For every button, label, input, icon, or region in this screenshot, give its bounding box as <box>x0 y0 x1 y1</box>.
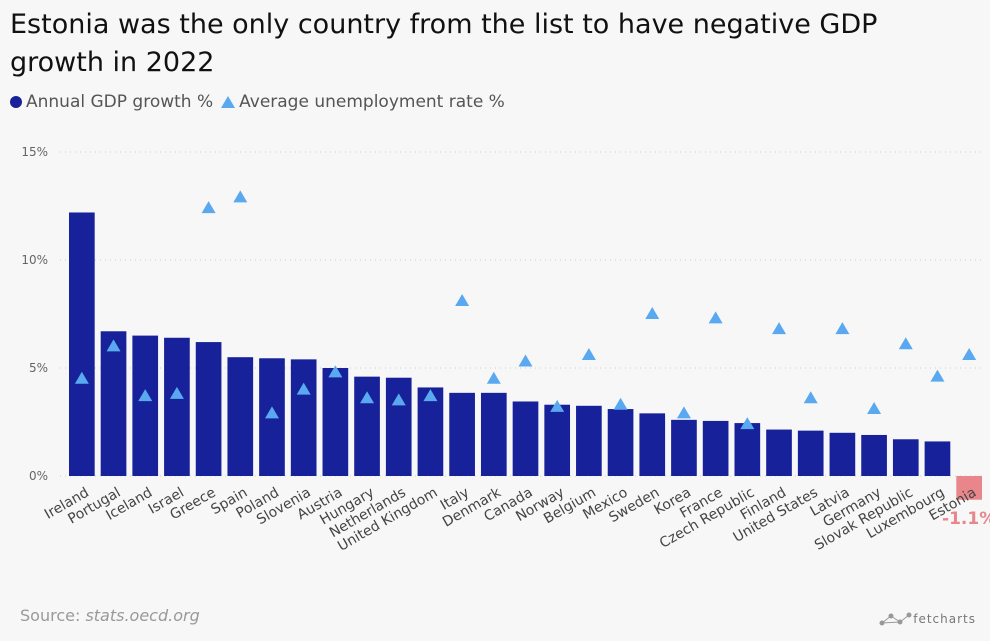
source-link[interactable]: stats.oecd.org <box>85 606 200 625</box>
gdp-bar[interactable] <box>956 476 982 500</box>
unemployment-marker <box>581 348 596 361</box>
gdp-bar[interactable] <box>797 430 824 476</box>
unemployment-marker <box>613 397 628 410</box>
unemployment-marker <box>676 406 691 419</box>
unemployment-marker <box>930 369 945 382</box>
gdp-bar[interactable] <box>417 387 444 476</box>
network-icon <box>879 612 912 626</box>
gdp-bar[interactable] <box>544 404 571 476</box>
unemployment-marker <box>645 307 660 319</box>
legend-label-unemployment: Average unemployment rate % <box>239 92 505 112</box>
unemployment-marker <box>201 201 216 214</box>
gdp-bar[interactable] <box>322 368 349 476</box>
chart-title: Estonia was the only country from the li… <box>10 9 878 78</box>
unemployment-marker <box>835 322 850 335</box>
unemployment-marker <box>518 354 533 367</box>
unemployment-marker <box>328 365 343 378</box>
unemployment-marker <box>486 371 501 384</box>
source-prefix: Source: <box>20 606 86 625</box>
gdp-bar[interactable] <box>639 413 666 476</box>
unemployment-marker <box>962 348 977 361</box>
gdp-bar[interactable] <box>69 212 95 477</box>
gdp-bar[interactable] <box>132 335 159 476</box>
gdp-bar[interactable] <box>449 392 475 476</box>
unemployment-marker <box>708 311 723 324</box>
gdp-bar[interactable] <box>385 377 412 476</box>
unemployment-marker <box>550 399 565 412</box>
gdp-bar[interactable] <box>924 441 951 476</box>
gdp-bar[interactable] <box>892 439 919 476</box>
gdp-bar[interactable] <box>829 432 856 476</box>
unemployment-marker <box>740 417 755 430</box>
unemployment-marker <box>360 391 375 404</box>
unemployment-marker <box>296 382 311 395</box>
unemployment-marker <box>423 389 438 402</box>
unemployment-marker <box>803 391 818 404</box>
triangle-marker-icon <box>221 96 236 108</box>
legend-item-gdp[interactable]: Annual GDP growth % <box>10 92 213 112</box>
legend-item-unemployment[interactable]: Average unemployment rate % <box>221 92 505 112</box>
unemployment-marker <box>169 386 184 399</box>
brand-logo: fetcharts <box>879 610 976 628</box>
unemployment-marker <box>455 294 470 307</box>
unemployment-marker <box>106 339 121 352</box>
unemployment-marker <box>233 190 248 203</box>
gdp-bar[interactable] <box>671 419 697 476</box>
unemployment-marker <box>391 393 406 406</box>
gdp-bar[interactable] <box>766 429 792 476</box>
unemployment-marker <box>898 337 913 350</box>
gdp-bar[interactable] <box>227 357 254 476</box>
unemployment-marker <box>74 371 89 384</box>
gdp-bar[interactable] <box>100 331 127 476</box>
gdp-bar[interactable] <box>290 359 317 476</box>
circle-marker-icon <box>10 96 22 108</box>
gdp-bar[interactable] <box>164 337 190 476</box>
y-tick-label: 15% <box>21 145 48 159</box>
gdp-bar[interactable] <box>512 401 539 476</box>
chart-legend: Annual GDP growth % Average unemployment… <box>10 92 513 112</box>
source-note: Source: stats.oecd.org <box>20 606 200 625</box>
legend-label-gdp: Annual GDP growth % <box>26 92 214 112</box>
brand-name: fetcharts <box>913 612 976 626</box>
gdp-bar[interactable] <box>861 434 887 476</box>
unemployment-marker <box>772 322 787 335</box>
unemployment-marker <box>138 389 153 402</box>
y-tick-label: 10% <box>21 253 48 267</box>
y-tick-label: 0% <box>29 469 48 483</box>
data-label-negative: -1.1% <box>942 509 990 529</box>
gdp-bar[interactable] <box>607 409 634 476</box>
gdp-bar[interactable] <box>702 420 729 476</box>
unemployment-marker <box>867 402 882 415</box>
y-tick-label: 5% <box>29 361 48 375</box>
gdp-bar[interactable] <box>480 392 507 476</box>
gdp-bar[interactable] <box>576 405 602 476</box>
gdp-bar[interactable] <box>734 423 761 476</box>
gdp-bar[interactable] <box>195 342 222 476</box>
unemployment-marker <box>264 406 279 419</box>
